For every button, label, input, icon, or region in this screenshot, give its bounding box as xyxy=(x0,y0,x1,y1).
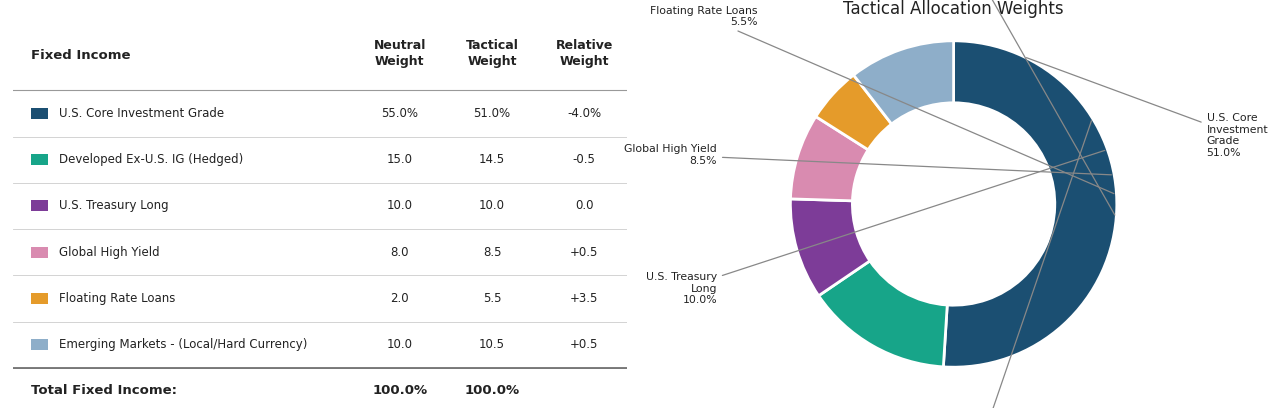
Text: 10.5: 10.5 xyxy=(479,338,506,351)
Text: 0.0: 0.0 xyxy=(575,200,594,213)
Wedge shape xyxy=(819,261,947,367)
Text: 10.0: 10.0 xyxy=(387,200,413,213)
Text: Global High Yield
8.5%: Global High Yield 8.5% xyxy=(625,144,1111,175)
Text: U.S. Core
Investment
Grade
51.0%: U.S. Core Investment Grade 51.0% xyxy=(1027,58,1268,158)
Text: 10.0: 10.0 xyxy=(479,200,506,213)
Text: Emerging Markets - (Local/Hard Currency): Emerging Markets - (Local/Hard Currency) xyxy=(59,338,308,351)
Bar xyxy=(31,108,49,119)
Text: U.S. Treasury Long: U.S. Treasury Long xyxy=(59,200,169,213)
Text: +3.5: +3.5 xyxy=(570,292,598,305)
Text: Floating Rate Loans
5.5%: Floating Rate Loans 5.5% xyxy=(650,6,1114,194)
Text: 14.5: 14.5 xyxy=(479,153,506,166)
Text: Developed Ex-U.S. IG (Hedged): Developed Ex-U.S. IG (Hedged) xyxy=(59,153,243,166)
Text: U.S. Core Investment Grade: U.S. Core Investment Grade xyxy=(59,107,224,120)
Wedge shape xyxy=(854,41,954,124)
Text: Developed Ex-U.S. IG
14.5%: Developed Ex-U.S. IG 14.5% xyxy=(920,121,1092,408)
Text: Tactical Allocation Weights: Tactical Allocation Weights xyxy=(844,0,1064,18)
Bar xyxy=(31,247,49,258)
Text: 55.0%: 55.0% xyxy=(381,107,419,120)
Text: Neutral
Weight: Neutral Weight xyxy=(374,40,426,69)
Bar xyxy=(31,200,49,211)
Bar xyxy=(31,293,49,304)
Text: -4.0%: -4.0% xyxy=(567,107,602,120)
Wedge shape xyxy=(943,41,1116,367)
Wedge shape xyxy=(791,117,868,201)
Text: 8.0: 8.0 xyxy=(390,246,410,259)
Text: 8.5: 8.5 xyxy=(483,246,502,259)
Text: 51.0%: 51.0% xyxy=(474,107,511,120)
Text: Total Fixed Income:: Total Fixed Income: xyxy=(31,384,177,397)
Text: 2.0: 2.0 xyxy=(390,292,410,305)
Text: 5.5: 5.5 xyxy=(483,292,502,305)
Text: Floating Rate Loans: Floating Rate Loans xyxy=(59,292,175,305)
Text: 100.0%: 100.0% xyxy=(372,384,428,397)
Text: Fixed Income: Fixed Income xyxy=(31,49,131,62)
Wedge shape xyxy=(791,199,870,296)
Text: +0.5: +0.5 xyxy=(570,246,598,259)
Text: Global High Yield: Global High Yield xyxy=(59,246,160,259)
Wedge shape xyxy=(815,75,892,150)
Text: -0.5: -0.5 xyxy=(572,153,595,166)
Bar xyxy=(31,339,49,350)
Text: 15.0: 15.0 xyxy=(387,153,413,166)
Bar xyxy=(31,154,49,165)
Text: +0.5: +0.5 xyxy=(570,338,598,351)
Text: 10.0: 10.0 xyxy=(387,338,413,351)
Text: Relative
Weight: Relative Weight xyxy=(556,40,613,69)
Text: Emerging Markets
10.5%: Emerging Markets 10.5% xyxy=(913,0,1115,215)
Text: 100.0%: 100.0% xyxy=(465,384,520,397)
Text: Tactical
Weight: Tactical Weight xyxy=(466,40,518,69)
Text: U.S. Treasury
Long
10.0%: U.S. Treasury Long 10.0% xyxy=(646,151,1105,306)
